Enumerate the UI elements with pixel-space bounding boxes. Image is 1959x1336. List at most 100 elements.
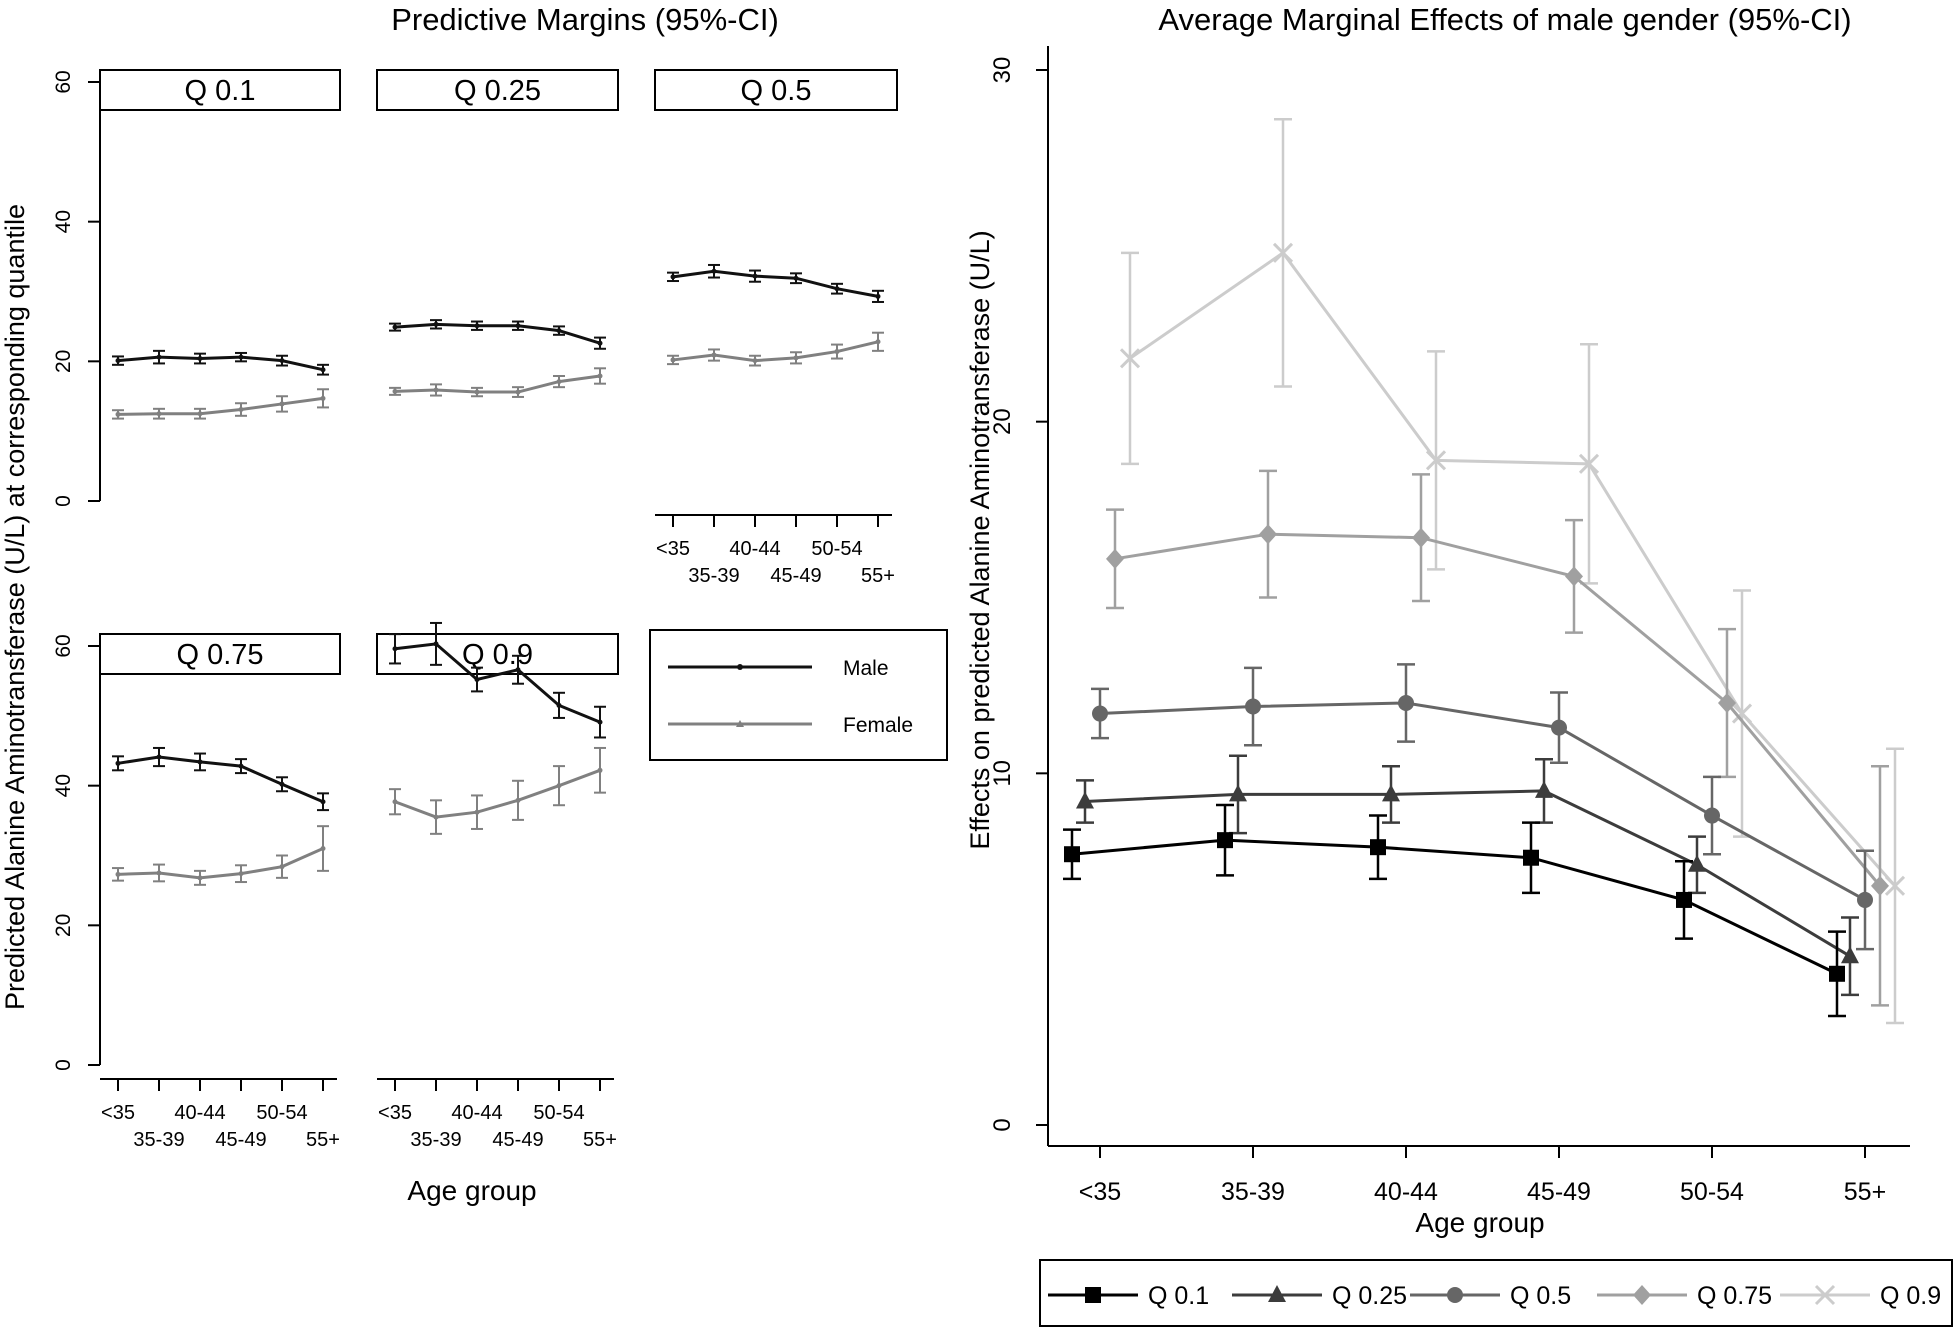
data-point (1064, 846, 1080, 863)
panel-header-box (376, 69, 619, 111)
female-series-line (394, 374, 601, 394)
legend-female-marker (736, 720, 744, 727)
female-point (320, 846, 326, 852)
panel-q-05: Q 0.5 <35 40-44 50-54 35-39 45-49 55+ (654, 69, 898, 587)
panel-header-box (376, 633, 619, 675)
female-point (597, 767, 603, 773)
left-x-axis-label: Age group (407, 1175, 536, 1206)
right-legend: Q 0.1 Q 0.25 Q 0.5 Q 0.75 Q 0.9 (1039, 1259, 1953, 1327)
series-q-025 (1076, 754, 1859, 997)
x-marker-stroke (1814, 1284, 1836, 1306)
male-point (670, 274, 676, 280)
x-marker-stroke (1731, 703, 1753, 724)
female-series-line (117, 847, 324, 880)
male-point (238, 763, 244, 769)
right-legend-box (1039, 1259, 1953, 1327)
panel-x-tick-label: 35-39 (133, 1129, 184, 1151)
data-point (1884, 875, 1906, 896)
data-point (1676, 891, 1692, 908)
male-point (197, 356, 203, 362)
series-line (1084, 789, 1851, 958)
panel-y-tick-label: 40 (52, 210, 75, 233)
male-point (474, 323, 480, 329)
panel-x-tick-label: 55+ (583, 1129, 617, 1151)
data-point (1565, 566, 1583, 587)
legend-male-marker (737, 664, 743, 670)
male-series-line (672, 269, 879, 298)
right-x-tick-label: 55+ (1844, 1178, 1886, 1206)
data-point (1425, 450, 1447, 471)
legend-label: Q 0.1 (1148, 1282, 1209, 1310)
female-point (793, 355, 799, 361)
male-point (156, 754, 162, 760)
panel-x-tick-label: <35 (656, 538, 690, 560)
female-point (711, 352, 717, 358)
male-point (279, 358, 285, 364)
female-series-line (672, 340, 879, 363)
data-point (1259, 524, 1277, 545)
legend-item-q-09: Q 0.9 (1780, 1282, 1941, 1310)
panel-x-tick-label: 50-54 (256, 1102, 307, 1124)
panel-y-tick-label: 40 (52, 774, 75, 797)
right-x-axis-label: Age group (1415, 1207, 1544, 1238)
data-point (1092, 705, 1108, 722)
panel-x-tick-label: 40-44 (451, 1102, 502, 1124)
female-point (115, 871, 121, 877)
data-point (1535, 780, 1553, 798)
female-point (238, 407, 244, 413)
male-point (556, 702, 562, 708)
data-point (1370, 839, 1386, 856)
female-point (238, 871, 244, 877)
male-point (197, 759, 203, 765)
data-point (1578, 453, 1600, 474)
legend-marker (1268, 1285, 1286, 1302)
data-point (1229, 784, 1247, 802)
series-line (1071, 838, 1838, 976)
data-point (1106, 548, 1124, 569)
male-point (834, 286, 840, 292)
legend-label: Q 0.25 (1332, 1282, 1407, 1310)
female-point (597, 373, 603, 379)
female-series-line (117, 396, 324, 416)
predictive-margins-figure: Predictive Margins (95%-CI) Predicted Al… (0, 2, 948, 1206)
data-point (1119, 348, 1141, 369)
panel-x-tick-label: 55+ (306, 1129, 340, 1151)
female-point (392, 799, 398, 805)
data-point (1841, 946, 1859, 964)
male-point (433, 641, 439, 647)
legend-item-q-025: Q 0.25 (1232, 1282, 1407, 1310)
legend-item-q-075: Q 0.75 (1597, 1282, 1772, 1310)
panel-header-box (654, 69, 898, 111)
legend-marker (1814, 1284, 1836, 1306)
panel-x-tick-label: 45-49 (492, 1129, 543, 1151)
female-point (556, 379, 562, 385)
panel-header-label: Q 0.75 (176, 639, 263, 671)
male-point (793, 275, 799, 281)
female-point (515, 797, 521, 803)
x-marker-stroke (1884, 875, 1906, 896)
legend-label: Q 0.75 (1697, 1282, 1772, 1310)
legend-female-label: Female (843, 714, 913, 737)
series-q-01 (1063, 803, 1846, 1018)
x-marker-stroke (1425, 450, 1447, 471)
panel-x-tick-label: 40-44 (174, 1102, 225, 1124)
male-series-line (394, 642, 601, 724)
male-point (115, 358, 121, 364)
male-point (711, 268, 717, 274)
right-y-tick-label: 0 (989, 1118, 1016, 1131)
female-point (279, 401, 285, 407)
male-point (392, 646, 398, 652)
series-q-05 (1091, 663, 1874, 951)
female-point (433, 814, 439, 820)
female-point (875, 339, 881, 345)
legend-male: Male (668, 657, 889, 680)
legend-male-label: Male (843, 657, 889, 680)
left-legend: Male Female (649, 629, 948, 761)
right-x-tick-label: 50-54 (1680, 1178, 1744, 1206)
data-point (1398, 695, 1414, 711)
right-x-tick-label: <35 (1079, 1178, 1121, 1206)
data-point (1245, 698, 1261, 715)
male-point (320, 367, 326, 373)
data-point (1412, 527, 1430, 548)
data-point (1829, 965, 1845, 982)
